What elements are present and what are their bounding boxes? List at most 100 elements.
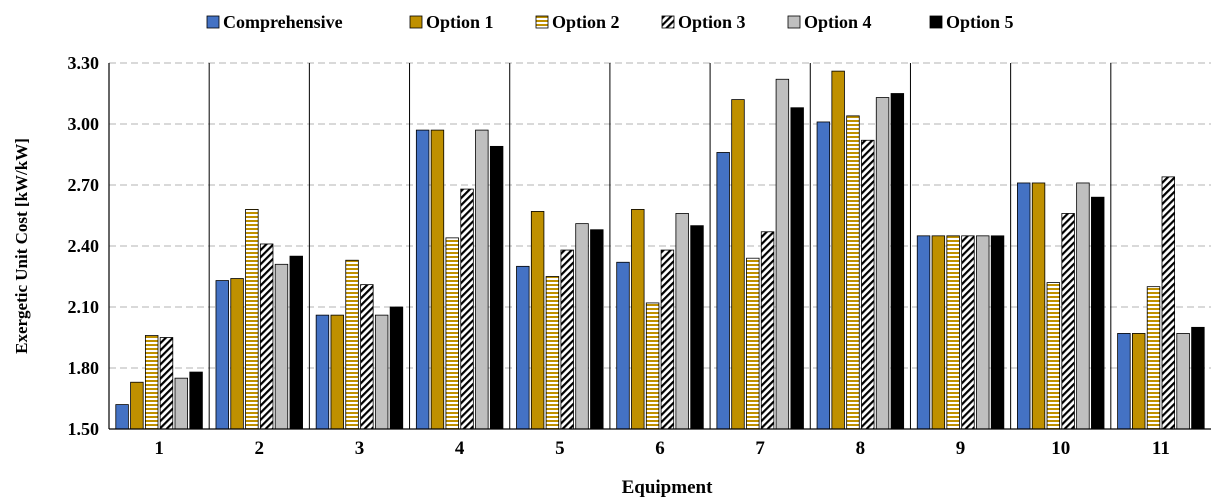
bar-option-2-11 [1146, 286, 1161, 430]
bar-comprehensive-8 [816, 121, 831, 430]
gridlines [109, 62, 1211, 369]
bar-option-1-7 [731, 99, 745, 430]
bar-option-2-4 [445, 237, 459, 430]
bar-option-4-7 [775, 78, 790, 430]
bar-option-5-11 [1191, 326, 1205, 430]
legend-label-option-1: Option 1 [426, 12, 494, 32]
x-tick-label: 4 [455, 438, 465, 459]
bar-option-5-3 [389, 306, 404, 430]
bar-option-3-7 [760, 231, 775, 430]
legend: Comprehensive Option 1 Option 2 Option 3 Opt… [206, 12, 1014, 32]
bar-option-4-4 [475, 129, 489, 430]
bar-option-3-1 [159, 337, 174, 430]
bar-option-4-10 [1076, 182, 1090, 430]
legend-swatch-comprehensive [206, 15, 220, 29]
y-tick-label: 2.40 [68, 236, 100, 256]
bar-option-5-6 [690, 225, 704, 430]
bar-option-3-6 [660, 249, 675, 430]
legend-swatch-option-5 [929, 15, 943, 29]
legend-label-option-3: Option 3 [678, 12, 746, 32]
y-axis-label: Exergetic Unit Cost [kW/kW] [12, 138, 31, 354]
bar-option-3-4 [460, 188, 474, 430]
bar-option-3-10 [1061, 213, 1075, 430]
bar-option-3-11 [1161, 176, 1176, 430]
bar-option-2-7 [746, 257, 760, 430]
bar-option-1-3 [330, 314, 344, 430]
bars [115, 70, 1205, 430]
bar-option-1-5 [530, 211, 545, 430]
bar-option-4-1 [174, 377, 188, 430]
bar-option-2-5 [545, 276, 560, 430]
bar-option-3-8 [861, 139, 875, 430]
bar-option-1-8 [831, 70, 845, 430]
bar-option-1-11 [1132, 333, 1146, 430]
y-tick-label: 3.30 [68, 53, 100, 73]
x-tick-label: 9 [956, 438, 966, 459]
bar-option-4-11 [1176, 333, 1190, 430]
y-tick-label: 3.00 [68, 114, 100, 134]
bar-option-4-8 [875, 97, 890, 430]
bar-comprehensive-10 [1017, 182, 1031, 430]
x-tick-label: 5 [555, 438, 565, 459]
bar-option-3-2 [259, 243, 274, 430]
x-tick-label: 3 [355, 438, 365, 459]
bar-option-3-9 [961, 235, 975, 430]
legend-swatch-option-4 [787, 15, 801, 29]
bar-comprehensive-11 [1117, 333, 1131, 430]
x-tick-label: 7 [755, 438, 765, 459]
bar-option-5-10 [1091, 196, 1105, 430]
bar-option-2-3 [345, 259, 359, 430]
bar-option-1-2 [230, 278, 244, 430]
legend-label-comprehensive: Comprehensive [223, 12, 343, 32]
legend-label-option-4: Option 4 [804, 12, 872, 32]
x-tick-label: 2 [255, 438, 265, 459]
bar-option-2-2 [245, 208, 259, 430]
bar-option-4-5 [575, 223, 589, 430]
bar-comprehensive-2 [215, 280, 229, 430]
legend-label-option-2: Option 2 [552, 12, 620, 32]
bar-comprehensive-4 [415, 129, 430, 430]
bar-option-1-4 [430, 129, 445, 430]
y-tick-label: 1.80 [68, 358, 100, 378]
bar-comprehensive-6 [616, 261, 630, 430]
bar-comprehensive-9 [916, 235, 931, 430]
legend-swatch-option-1 [409, 15, 423, 29]
bar-option-4-6 [675, 213, 689, 430]
bar-option-5-8 [890, 93, 905, 430]
bar-option-3-5 [560, 249, 574, 430]
y-tick-labels: 1.50 1.80 2.10 2.40 2.70 3.00 3.30 [68, 53, 100, 439]
x-tick-label: 11 [1152, 438, 1170, 459]
legend-swatch-option-3 [661, 15, 675, 29]
x-tick-label: 8 [856, 438, 866, 459]
bar-option-4-3 [374, 314, 389, 430]
bar-option-5-9 [990, 235, 1005, 430]
bar-option-1-10 [1031, 182, 1046, 430]
x-tick-label: 10 [1051, 438, 1070, 459]
bar-option-4-2 [274, 263, 289, 430]
x-tick-label: 6 [655, 438, 665, 459]
bar-option-1-1 [130, 381, 144, 430]
bar-comprehensive-1 [115, 404, 129, 430]
category-separators [208, 63, 1112, 429]
bar-comprehensive-7 [716, 152, 730, 430]
y-tick-label: 1.50 [68, 419, 100, 439]
bar-option-5-2 [289, 255, 303, 430]
legend-swatch-option-2 [535, 15, 549, 29]
bar-option-2-9 [946, 235, 960, 430]
bar-comprehensive-3 [315, 314, 330, 430]
axes [108, 63, 1211, 430]
bar-option-5-4 [489, 145, 504, 430]
bar-comprehensive-5 [516, 265, 530, 430]
bar-option-4-9 [976, 235, 990, 430]
bar-option-1-9 [931, 235, 946, 430]
x-tick-labels: 1 2 3 4 5 6 7 8 9 10 11 [154, 438, 1170, 459]
x-axis-label: Equipment [622, 477, 713, 498]
bar-option-2-8 [846, 115, 860, 430]
x-tick-label: 1 [154, 438, 164, 459]
bar-option-1-6 [631, 208, 645, 430]
bar-option-2-1 [144, 335, 159, 430]
bar-option-5-5 [590, 229, 604, 430]
bar-option-2-6 [645, 302, 660, 430]
bar-option-3-3 [360, 284, 374, 430]
